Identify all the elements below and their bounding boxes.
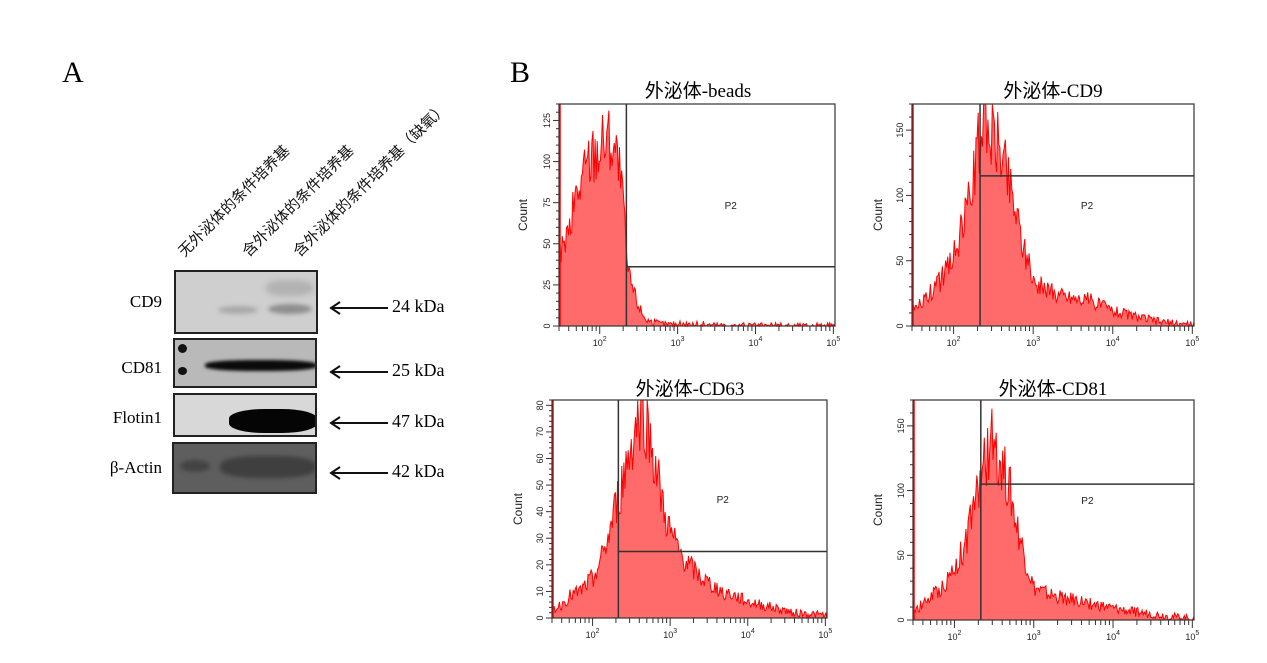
band-cd81 <box>205 360 315 371</box>
histogram-cd9: P2 0 50 100 150 Count 102 103 104 105 <box>871 103 1199 348</box>
x-tick-label: 105 <box>1185 630 1199 642</box>
y-axis-label: Count <box>516 198 530 231</box>
x-tick-label: 102 <box>947 336 961 348</box>
histogram-area <box>912 408 1195 622</box>
x-tick-label: 104 <box>749 336 763 348</box>
x-tick-label: 102 <box>586 628 600 640</box>
y-tick-label: 100 <box>542 154 552 169</box>
blot-beta-actin <box>172 442 317 494</box>
blot-cd9 <box>174 270 318 334</box>
plot-frame <box>558 103 836 327</box>
gate-label: P2 <box>1081 201 1094 212</box>
x-tick-label: 103 <box>663 628 677 640</box>
histogram-cd63: P2 0 10 20 30 40 50 60 70 80 Count 102 103 104 105 <box>511 399 832 640</box>
blot-label-cd81: CD81 <box>121 358 162 377</box>
band-cd9-lane2 <box>218 306 258 314</box>
blot-label-flotin1: Flotin1 <box>112 408 162 427</box>
x-tick-label: 105 <box>1185 336 1199 348</box>
kda-label-cd9: 24 kDa <box>392 296 445 316</box>
arrow-left-icon <box>329 365 388 379</box>
x-tick-label: 104 <box>741 628 755 640</box>
y-tick-label: 75 <box>542 198 552 208</box>
plot-frame <box>551 399 828 619</box>
lane-label-1: 无外泌体的条件培养基 <box>175 142 294 261</box>
band-actin-lane2-3 <box>220 456 315 478</box>
y-tick-label: 100 <box>895 188 905 203</box>
x-tick-label: 105 <box>826 336 840 348</box>
blot-cd81 <box>173 338 317 388</box>
band-cd9-lane3 <box>268 304 312 314</box>
histogram-beads: P2 0 25 50 75 100 125 Count 102 103 104 105 <box>516 103 840 348</box>
kda-label-cd81: 25 kDa <box>392 360 445 380</box>
y-tick-label: 0 <box>542 323 552 328</box>
gate-label: P2 <box>717 495 730 506</box>
blot-flotin1 <box>173 393 317 437</box>
arrow-left-icon <box>329 416 388 430</box>
kda-label-flotin1: 47 kDa <box>392 411 445 431</box>
band-flotin1 <box>229 409 315 433</box>
x-tick-label: 104 <box>1106 336 1120 348</box>
y-tick-label: 0 <box>896 617 906 622</box>
y-tick-label: 100 <box>896 483 906 498</box>
y-tick-label: 40 <box>535 507 545 517</box>
x-tick-label: 102 <box>593 336 607 348</box>
plot-title-beads: 外泌体-beads <box>644 81 752 102</box>
x-tick-label: 103 <box>1026 336 1040 348</box>
y-tick-label: 50 <box>542 239 552 249</box>
x-tick-label: 103 <box>671 336 685 348</box>
y-tick-label: 30 <box>535 533 545 543</box>
histogram-cd81: P2 0 50 100 150 Count 102 103 104 105 <box>871 399 1199 642</box>
ladder-dot <box>178 367 187 375</box>
panel-b-letter: B <box>510 56 531 89</box>
arrow-left-icon <box>329 301 388 315</box>
gate-label: P2 <box>1081 496 1094 507</box>
panel-a-letter: A <box>62 56 84 89</box>
blot-label-cd9: CD9 <box>129 292 162 311</box>
y-tick-label: 20 <box>535 560 545 570</box>
y-tick-label: 80 <box>535 400 545 410</box>
y-tick-label: 50 <box>895 256 905 266</box>
y-tick-label: 60 <box>535 453 545 463</box>
histogram-area <box>558 110 836 328</box>
plot-title-cd63: 外泌体-CD63 <box>635 379 745 400</box>
histogram-area <box>911 103 1195 328</box>
y-tick-label: 70 <box>535 427 545 437</box>
arrow-left-icon <box>329 466 388 480</box>
y-axis-label: Count <box>511 492 525 525</box>
gate-label: P2 <box>725 201 738 212</box>
x-tick-label: 105 <box>818 628 832 640</box>
plot-frame <box>911 103 1195 327</box>
plot-frame <box>912 399 1195 621</box>
x-tick-label: 104 <box>1106 630 1120 642</box>
ladder-dot <box>178 344 187 353</box>
y-axis-label: Count <box>871 198 885 231</box>
y-tick-label: 150 <box>895 123 905 138</box>
band-cd9-lane3-upper <box>266 280 314 296</box>
blot-label-beta-actin: β-Actin <box>109 458 162 477</box>
y-tick-label: 10 <box>535 586 545 596</box>
plot-title-cd81: 外泌体-CD81 <box>998 379 1108 400</box>
x-tick-label: 102 <box>947 630 961 642</box>
y-tick-label: 0 <box>895 323 905 328</box>
y-tick-label: 0 <box>535 615 545 620</box>
kda-label-beta-actin: 42 kDa <box>392 461 445 481</box>
y-tick-label: 125 <box>542 113 552 128</box>
y-tick-label: 50 <box>535 480 545 490</box>
band-actin-lane1 <box>180 460 210 472</box>
y-tick-label: 50 <box>896 550 906 560</box>
plot-title-cd9: 外泌体-CD9 <box>1003 81 1103 102</box>
histogram-area <box>551 399 828 620</box>
y-axis-label: Count <box>871 493 885 526</box>
x-tick-label: 103 <box>1027 630 1041 642</box>
y-tick-label: 150 <box>896 418 906 433</box>
y-tick-label: 25 <box>542 280 552 290</box>
